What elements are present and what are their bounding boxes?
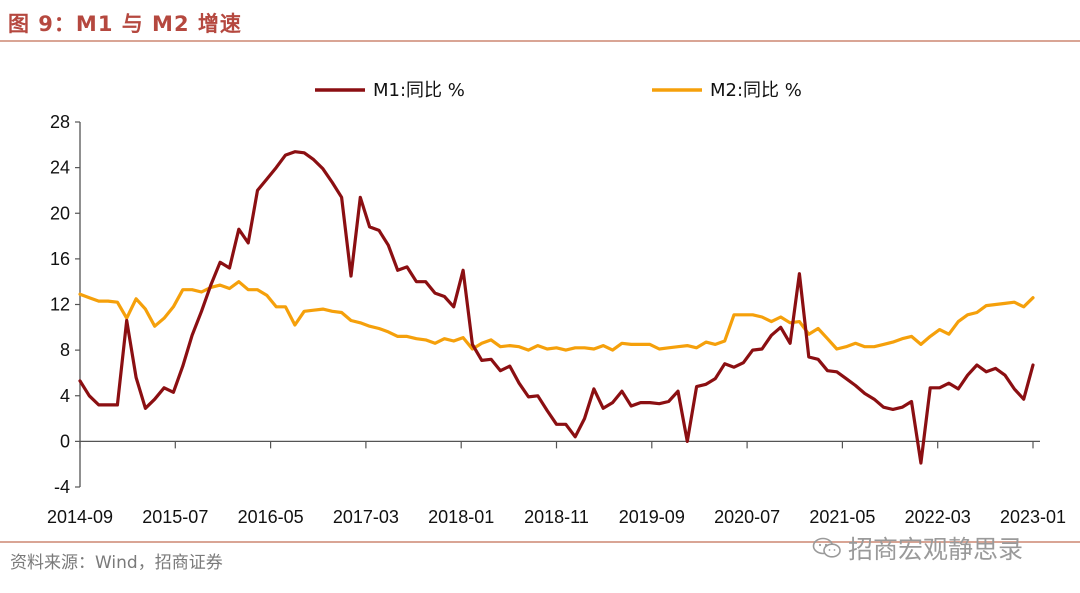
x-tick-label: 2021-05: [809, 507, 875, 527]
figure-title: 图 9：M1 与 M2 增速: [8, 12, 242, 36]
chart-axes: -4 0 4 8 12 16 20 24 28 2014-09 2015-07 2016-05 2017…: [47, 112, 1066, 527]
footer-divider: [0, 541, 1080, 543]
x-tick-label: 2023-01: [1000, 507, 1066, 527]
y-tick-label: 8: [60, 340, 70, 360]
legend-label: M2:同比 %: [710, 80, 802, 101]
y-tick-label: 4: [60, 386, 70, 406]
y-tick-label: 12: [50, 295, 70, 315]
watermark: 招商宏观静思录: [812, 530, 1023, 566]
x-tick-label: 2018-01: [428, 507, 494, 527]
x-tick-label: 2019-09: [619, 507, 685, 527]
y-tick-label: 28: [50, 112, 70, 132]
x-tick-label: 2017-03: [333, 507, 399, 527]
y-tick-label: 24: [50, 158, 70, 178]
x-tick-label: 2022-03: [905, 507, 971, 527]
y-tick-label: 16: [50, 249, 70, 269]
watermark-text: 招商宏观静思录: [848, 535, 1024, 564]
x-tick-label: 2020-07: [714, 507, 780, 527]
legend-label: M1:同比 %: [373, 80, 465, 101]
title-divider: [0, 40, 1080, 42]
series-line: [78, 280, 1035, 352]
wechat-icon: [812, 537, 841, 558]
x-tick-label: 2014-09: [47, 507, 113, 527]
y-tick-label: 20: [50, 203, 70, 223]
series-line: [78, 150, 1035, 465]
x-tick-label: 2018-11: [524, 507, 589, 527]
line-chart: -4 0 4 8 12 16 20 24 28 2014-09 2015-07 2016-05 2017…: [47, 80, 1066, 527]
y-tick-label: -4: [54, 477, 70, 497]
chart-series: [78, 150, 1035, 465]
x-tick-label: 2015-07: [142, 507, 208, 527]
chart-legend: M1:同比 % M2:同比 %: [315, 80, 802, 101]
x-tick-label: 2016-05: [238, 507, 304, 527]
y-tick-label: 0: [60, 431, 70, 451]
source-note: 资料来源：Wind，招商证券: [10, 553, 223, 573]
